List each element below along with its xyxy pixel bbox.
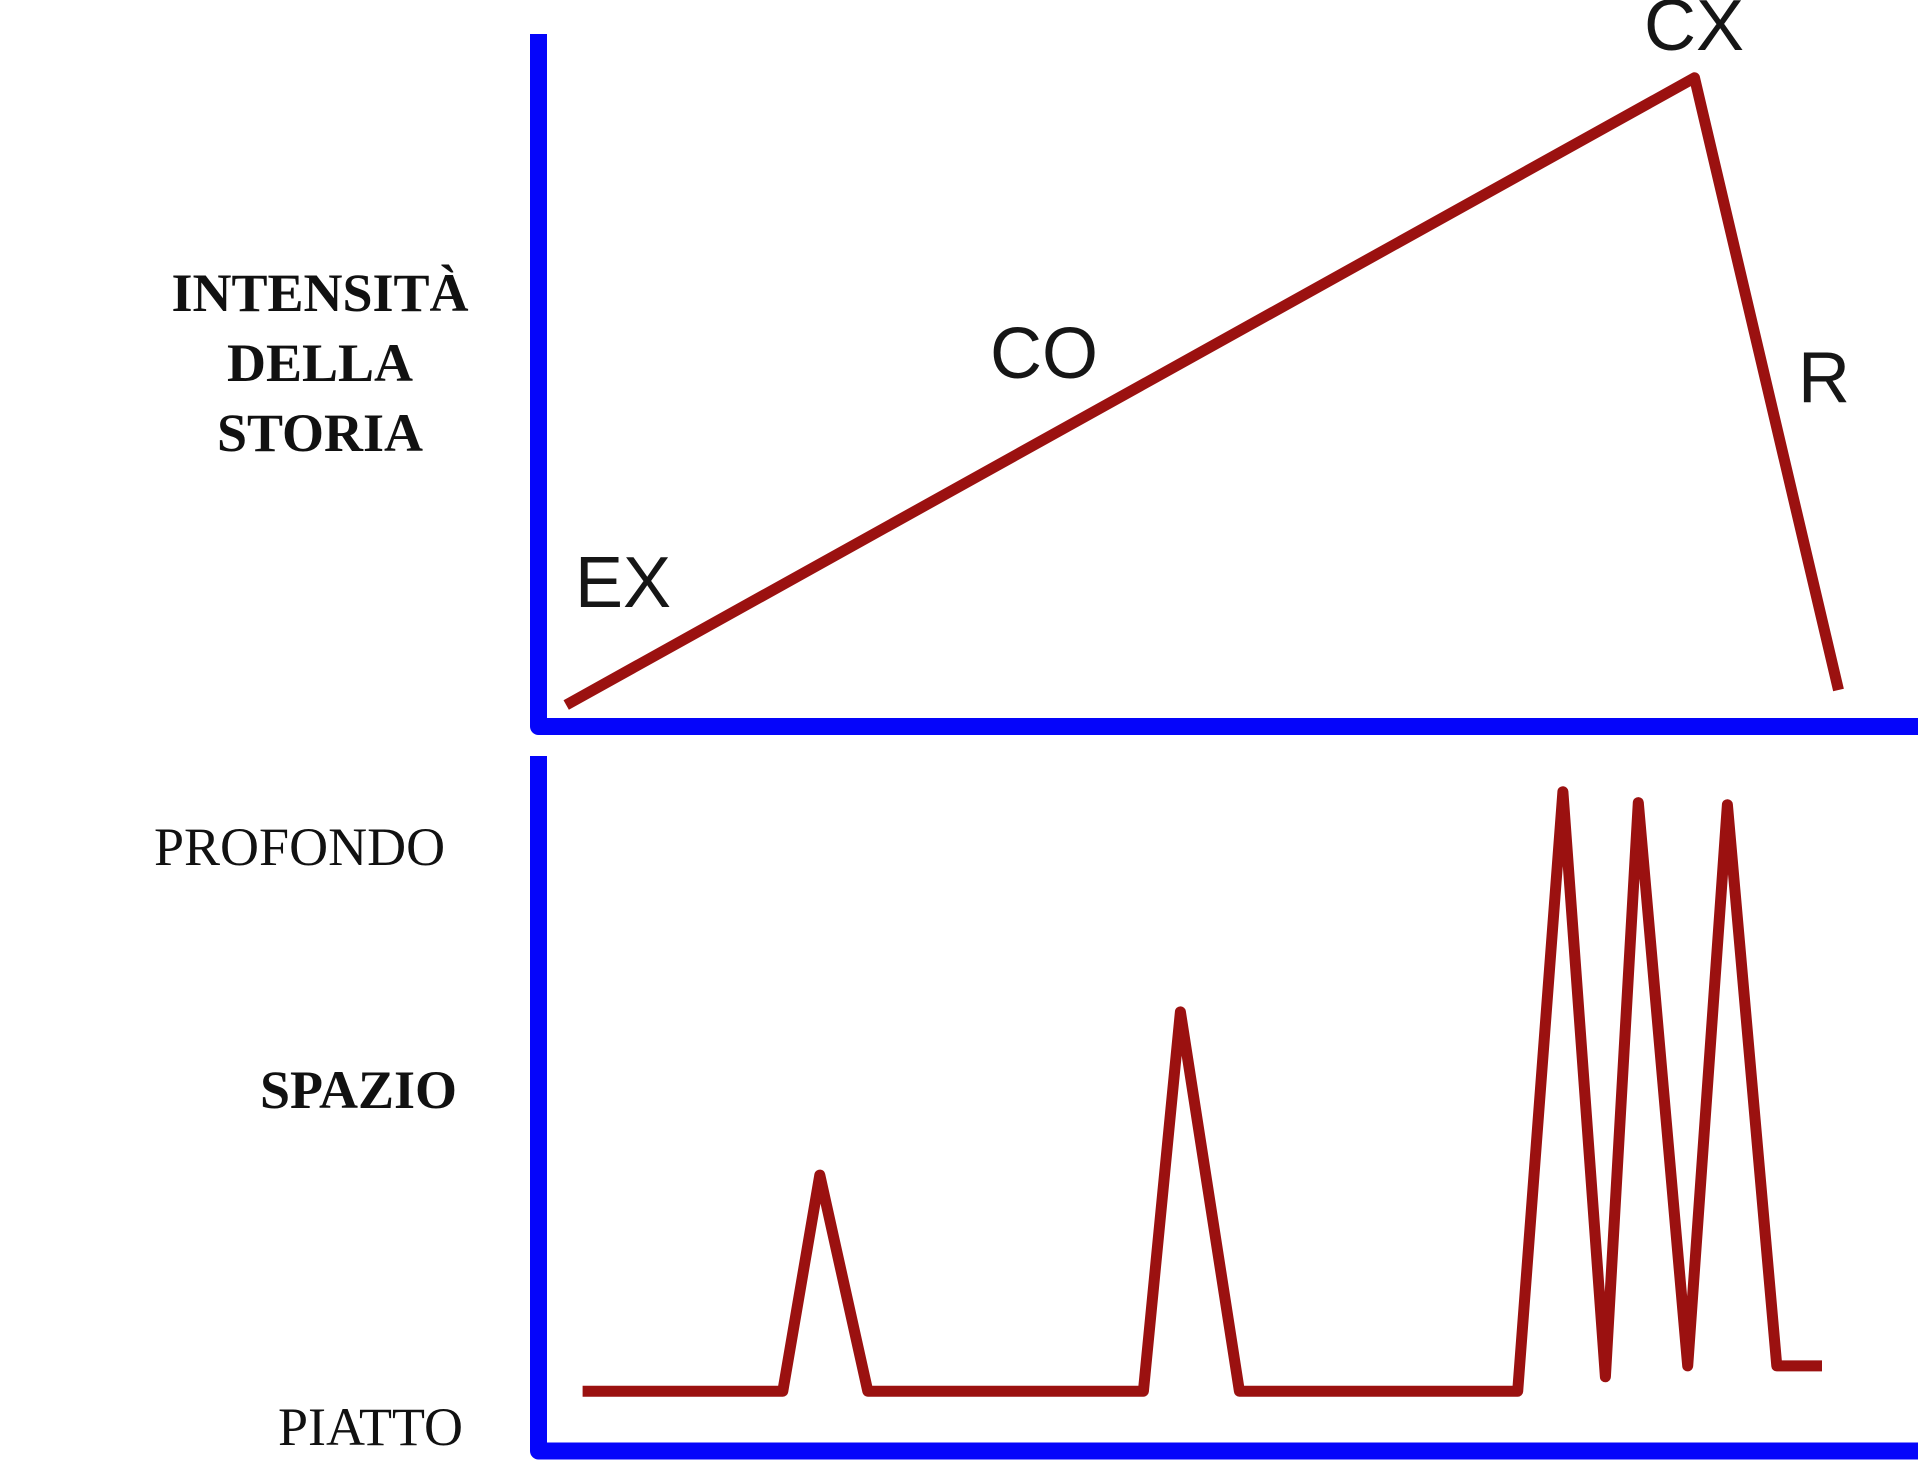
phase-label-cx: CX — [1644, 0, 1745, 66]
space-spikes-line — [582, 786, 1822, 1397]
bottom-panel-axes — [530, 756, 1918, 1460]
top-y-axis-label-line1: INTENSITÀ — [171, 263, 469, 323]
top-y-axis-label: INTENSITÀ DELLA STORIA — [120, 258, 520, 468]
bottom-y-tick-piatto: PIATTO — [278, 1397, 464, 1457]
bottom-y-axis-label-spazio: SPAZIO — [260, 1060, 458, 1120]
top-panel-axes — [530, 34, 1918, 735]
phase-label-r: R — [1798, 338, 1850, 418]
top-y-axis-label-line3: STORIA — [216, 403, 424, 463]
phase-label-ex: EX — [575, 543, 672, 623]
top-y-axis-label-line2: DELLA — [226, 333, 414, 393]
phase-label-co: CO — [990, 314, 1098, 394]
story-intensity-line — [563, 72, 1844, 710]
bottom-y-tick-profondo: PROFONDO — [154, 817, 446, 877]
